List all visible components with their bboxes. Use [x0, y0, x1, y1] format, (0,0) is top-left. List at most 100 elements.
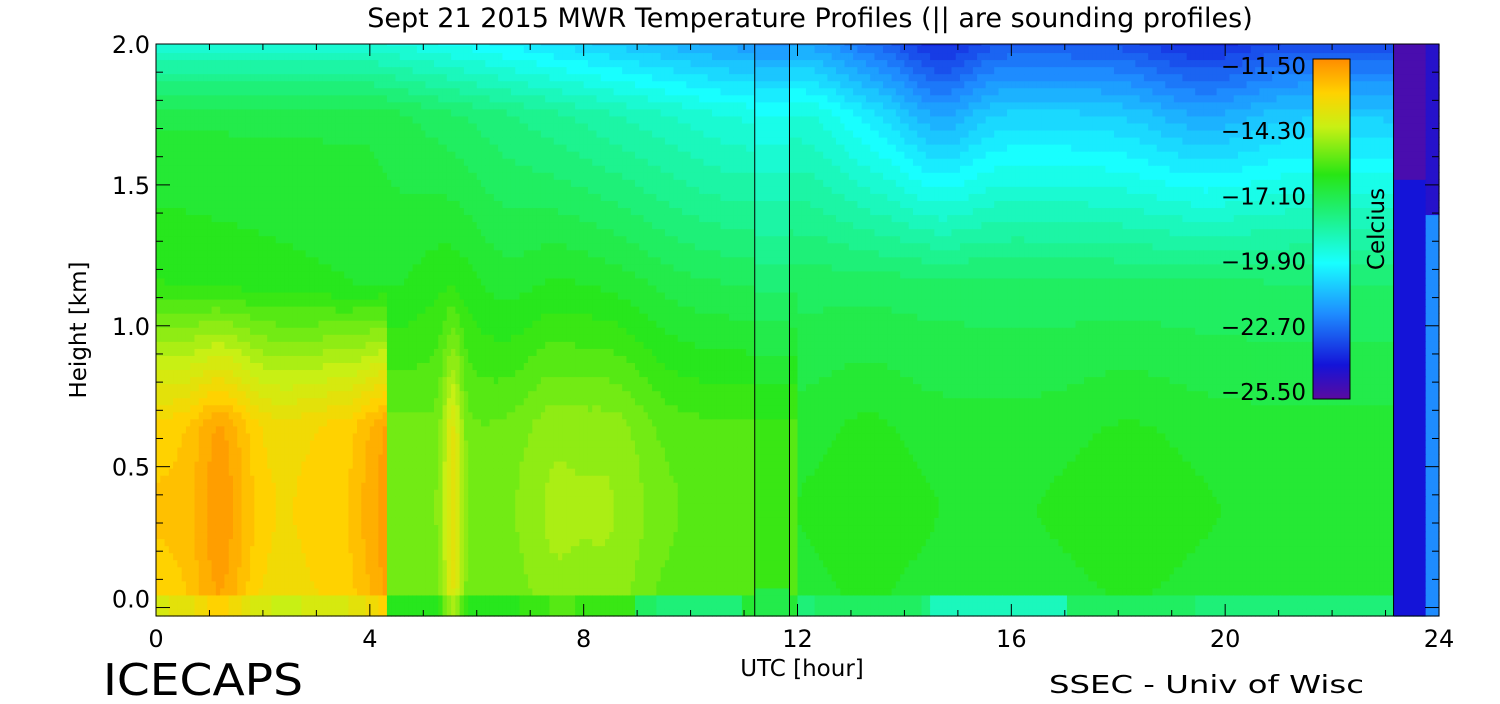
- heatmap-cell: [229, 52, 234, 60]
- heatmap-cell: [319, 214, 324, 222]
- heatmap-cell: [203, 419, 208, 427]
- heatmap-cell: [383, 222, 388, 230]
- heatmap-cell: [254, 553, 259, 561]
- heatmap-cell: [212, 52, 217, 60]
- heatmap-cell: [297, 553, 302, 561]
- heatmap-cell: [404, 341, 409, 349]
- heatmap-cell: [216, 355, 221, 363]
- heatmap-cell: [182, 278, 187, 286]
- heatmap-cell: [404, 207, 409, 215]
- heatmap-cell: [344, 524, 349, 532]
- heatmap-cell: [293, 546, 298, 554]
- heatmap-cell: [378, 468, 383, 476]
- heatmap-cell: [156, 137, 161, 145]
- heatmap-cell: [400, 116, 405, 124]
- heatmap-cell: [297, 440, 302, 448]
- heatmap-cell: [404, 95, 409, 103]
- heatmap-cell: [383, 334, 388, 342]
- heatmap-cell: [263, 341, 268, 349]
- heatmap-cell: [267, 588, 272, 596]
- heatmap-cell: [383, 109, 388, 117]
- heatmap-cell: [160, 52, 165, 60]
- heatmap-cell: [289, 52, 294, 60]
- heatmap-cell: [182, 588, 187, 596]
- heatmap-cell: [348, 236, 353, 244]
- heatmap-cell: [378, 362, 383, 370]
- heatmap-cell: [297, 81, 302, 89]
- heatmap-cell: [327, 320, 332, 328]
- heatmap-cell: [186, 299, 191, 307]
- heatmap-cell: [374, 320, 379, 328]
- heatmap-cell: [319, 355, 324, 363]
- heatmap-cell: [314, 581, 319, 589]
- heatmap-cell: [186, 207, 191, 215]
- heatmap-cell: [160, 285, 165, 293]
- heatmap-cell: [242, 539, 247, 547]
- heatmap-cell: [156, 574, 161, 582]
- heatmap-cell: [220, 243, 225, 251]
- heatmap-cell: [391, 151, 396, 159]
- heatmap-cell: [370, 109, 375, 117]
- heatmap-cell: [327, 362, 332, 370]
- heatmap-cell: [156, 285, 161, 293]
- heatmap-cell: [340, 468, 345, 476]
- heatmap-cell: [331, 369, 336, 377]
- heatmap-cell: [169, 137, 174, 145]
- heatmap-cell: [404, 313, 409, 321]
- heatmap-cell: [370, 179, 375, 187]
- heatmap-cell: [194, 405, 199, 413]
- heatmap-cell: [186, 447, 191, 455]
- heatmap-cell: [237, 200, 242, 208]
- heatmap-cell: [293, 243, 298, 251]
- heatmap-cell: [237, 243, 242, 251]
- heatmap-cell: [284, 144, 289, 152]
- heatmap-cell: [254, 384, 259, 392]
- heatmap-cell: [331, 151, 336, 159]
- heatmap-cell: [400, 200, 405, 208]
- heatmap-cell: [310, 560, 315, 568]
- heatmap-cell: [301, 109, 306, 117]
- heatmap-cell: [237, 524, 242, 532]
- heatmap-cell: [259, 567, 264, 575]
- heatmap-cell: [297, 179, 302, 187]
- heatmap-cell: [370, 278, 375, 286]
- heatmap-cell: [190, 158, 195, 166]
- heatmap-cell: [276, 278, 281, 286]
- heatmap-cell: [391, 369, 396, 377]
- heatmap-cell: [212, 412, 217, 420]
- heatmap-cell: [190, 250, 195, 258]
- heatmap-cell: [306, 278, 311, 286]
- heatmap-cell: [297, 320, 302, 328]
- heatmap-cell: [340, 391, 345, 399]
- heatmap-cell: [276, 165, 281, 173]
- heatmap-cell: [327, 376, 332, 384]
- heatmap-cell: [310, 581, 315, 589]
- heatmap-cell: [207, 292, 212, 300]
- heatmap-cell: [246, 433, 251, 441]
- heatmap-cell: [224, 553, 229, 561]
- heatmap-cell: [194, 116, 199, 124]
- heatmap-cell: [331, 60, 336, 68]
- heatmap-cell: [314, 376, 319, 384]
- heatmap-cell: [194, 355, 199, 363]
- heatmap-cell: [220, 391, 225, 399]
- heatmap-cell: [212, 355, 217, 363]
- heatmap-cell: [203, 67, 208, 75]
- heatmap-cell: [404, 384, 409, 392]
- heatmap-cell: [284, 320, 289, 328]
- heatmap-cell: [383, 602, 388, 610]
- heatmap-cell: [160, 524, 165, 532]
- heatmap-cell: [331, 461, 336, 469]
- heatmap-cell: [284, 574, 289, 582]
- heatmap-cell: [408, 489, 413, 497]
- heatmap-cell: [220, 172, 225, 180]
- heatmap-cell: [404, 292, 409, 300]
- heatmap-cell: [374, 369, 379, 377]
- heatmap-cell: [182, 398, 187, 406]
- heatmap-cell: [207, 468, 212, 476]
- heatmap-cell: [408, 369, 413, 377]
- heatmap-cell: [404, 200, 409, 208]
- heatmap-cell: [259, 130, 264, 138]
- heatmap-cell: [199, 52, 204, 60]
- heatmap-cell: [404, 45, 409, 53]
